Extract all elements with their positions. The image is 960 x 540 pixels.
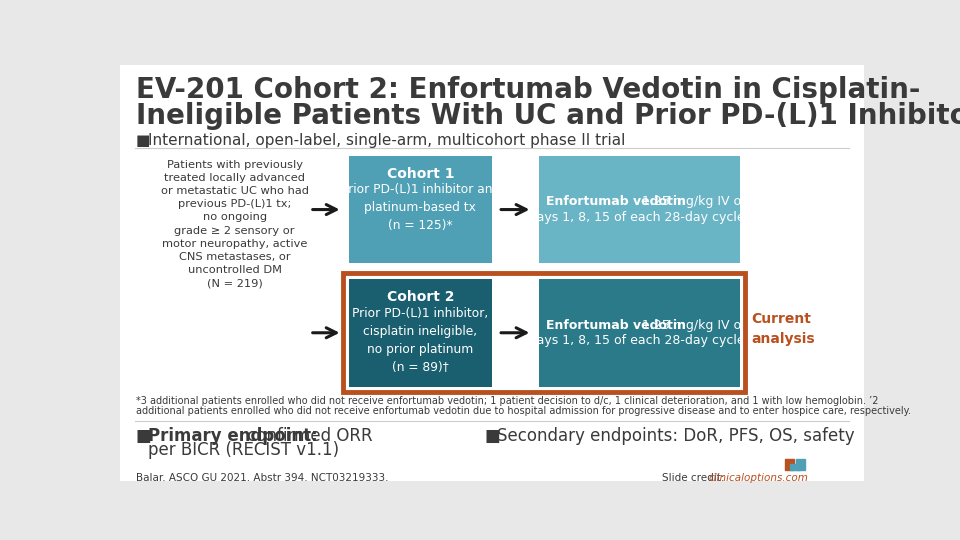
Text: EV-201 Cohort 2: Enfortumab Vedotin in Cisplatin-: EV-201 Cohort 2: Enfortumab Vedotin in C…	[135, 76, 920, 104]
Text: Prior PD-(L)1 inhibitor,
cisplatin ineligible,
no prior platinum
(n = 89)†: Prior PD-(L)1 inhibitor, cisplatin ineli…	[352, 307, 489, 374]
FancyBboxPatch shape	[539, 279, 740, 387]
Text: Secondary endpoints: DoR, PFS, OS, safety: Secondary endpoints: DoR, PFS, OS, safet…	[496, 427, 854, 445]
Text: per BICR (RECIST v1.1): per BICR (RECIST v1.1)	[148, 441, 339, 458]
FancyBboxPatch shape	[120, 65, 864, 481]
Text: Ineligible Patients With UC and Prior PD-(L)1 Inhibitor: Ineligible Patients With UC and Prior PD…	[135, 102, 960, 130]
Text: Slide credit:: Slide credit:	[662, 473, 729, 483]
Text: ■: ■	[135, 132, 150, 147]
FancyBboxPatch shape	[348, 279, 492, 387]
Text: 1.25 mg/kg IV on: 1.25 mg/kg IV on	[637, 319, 749, 332]
Bar	[796, 459, 805, 470]
Text: Enfortumab vedotin: Enfortumab vedotin	[546, 195, 686, 208]
Bar	[785, 459, 794, 470]
Text: Days 1, 8, 15 of each 28-day cycles: Days 1, 8, 15 of each 28-day cycles	[527, 211, 752, 224]
Text: Cohort 1: Cohort 1	[387, 167, 454, 181]
Text: ■: ■	[484, 427, 500, 445]
Text: 1.25 mg/kg IV on: 1.25 mg/kg IV on	[637, 195, 749, 208]
Text: International, open-label, single-arm, multicohort phase II trial: International, open-label, single-arm, m…	[148, 132, 625, 147]
Text: Patients with previously
treated locally advanced
or metastatic UC who had
previ: Patients with previously treated locally…	[160, 159, 309, 288]
FancyBboxPatch shape	[539, 156, 740, 264]
Text: additional patients enrolled who did not receive enfortumab vedotin due to hospi: additional patients enrolled who did not…	[135, 406, 910, 416]
FancyBboxPatch shape	[348, 156, 492, 264]
Text: confirmed ORR: confirmed ORR	[242, 427, 372, 445]
Text: Current
analysis: Current analysis	[752, 312, 815, 346]
Text: Days 1, 8, 15 of each 28-day cycles: Days 1, 8, 15 of each 28-day cycles	[527, 334, 752, 347]
Text: *3 additional patients enrolled who did not receive enfortumab vedotin; 1 patien: *3 additional patients enrolled who did …	[135, 396, 878, 406]
Text: Balar. ASCO GU 2021. Abstr 394. NCT03219333.: Balar. ASCO GU 2021. Abstr 394. NCT03219…	[135, 473, 388, 483]
Text: Enfortumab vedotin: Enfortumab vedotin	[546, 319, 686, 332]
Text: clinicaloptions.com: clinicaloptions.com	[709, 473, 809, 483]
Text: ■: ■	[135, 427, 152, 445]
Text: Cohort 2: Cohort 2	[387, 291, 454, 305]
Text: Prior PD-(L)1 inhibitor and
platinum-based tx
(n = 125)*: Prior PD-(L)1 inhibitor and platinum-bas…	[341, 184, 500, 232]
Bar	[790, 464, 800, 470]
Text: Primary endpoint:: Primary endpoint:	[148, 427, 318, 445]
